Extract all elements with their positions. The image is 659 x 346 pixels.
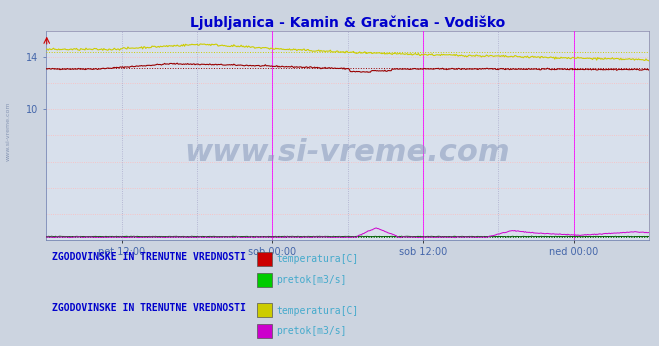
Bar xyxy=(257,303,272,317)
Text: ZGODOVINSKE IN TRENUTNE VREDNOSTI: ZGODOVINSKE IN TRENUTNE VREDNOSTI xyxy=(52,252,246,262)
Text: temperatura[C]: temperatura[C] xyxy=(277,306,358,316)
Title: Ljubljanica - Kamin & Gračnica - Vodiško: Ljubljanica - Kamin & Gračnica - Vodiško xyxy=(190,16,505,30)
Text: pretok[m3/s]: pretok[m3/s] xyxy=(277,326,347,336)
Text: www.si-vreme.com: www.si-vreme.com xyxy=(185,138,511,167)
Bar xyxy=(257,252,272,266)
Text: pretok[m3/s]: pretok[m3/s] xyxy=(277,275,347,285)
Text: ZGODOVINSKE IN TRENUTNE VREDNOSTI: ZGODOVINSKE IN TRENUTNE VREDNOSTI xyxy=(52,303,246,313)
Bar xyxy=(257,324,272,338)
Text: temperatura[C]: temperatura[C] xyxy=(277,254,358,264)
Text: www.si-vreme.com: www.si-vreme.com xyxy=(5,102,11,161)
Bar xyxy=(257,273,272,286)
